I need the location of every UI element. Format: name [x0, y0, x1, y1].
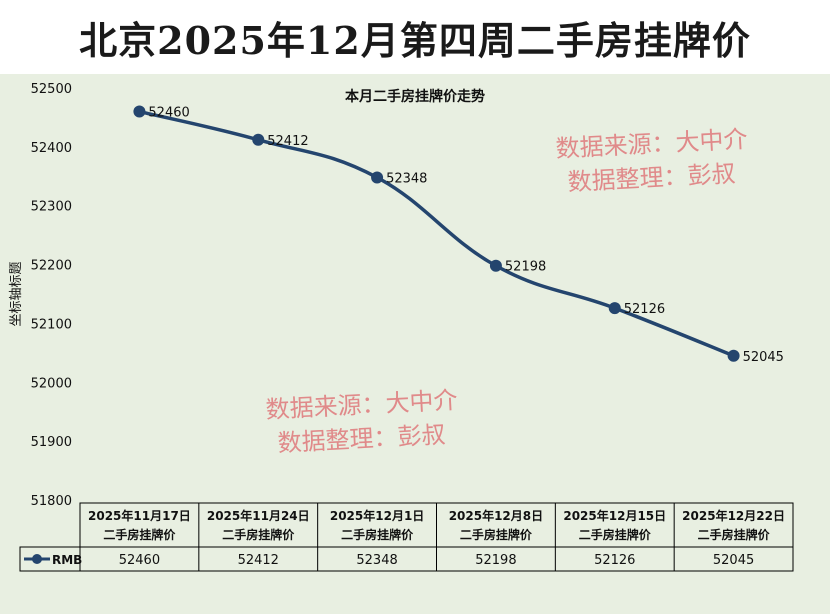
x-category-label: 二手房挂牌价 — [222, 527, 295, 542]
x-category-label: 二手房挂牌价 — [698, 527, 771, 542]
data-point — [371, 171, 384, 184]
data-point — [133, 105, 146, 118]
y-axis-title: 坐标轴标题 — [9, 261, 24, 326]
data-label: 52126 — [624, 302, 665, 317]
data-label: 52412 — [267, 134, 308, 149]
title-bar: 北京2025年12月第四周二手房挂牌价 — [0, 0, 830, 75]
data-point — [489, 259, 502, 272]
x-category-date: 2025年12月8日 — [449, 508, 543, 523]
x-category-label: 二手房挂牌价 — [103, 527, 176, 542]
table-row-border — [19, 546, 794, 572]
table-value-cell: 52348 — [356, 553, 397, 568]
y-tick-label: 52000 — [31, 376, 72, 391]
chart-title: 本月二手房挂牌价走势 — [345, 88, 485, 105]
y-tick-label: 52500 — [31, 82, 72, 97]
data-point — [608, 302, 621, 315]
data-point — [252, 133, 265, 146]
y-tick-label: 52400 — [31, 141, 72, 156]
table-value-cell: 52412 — [238, 553, 279, 568]
table-value-cell: 52045 — [713, 553, 754, 568]
y-tick-label: 51900 — [31, 435, 72, 450]
watermark-source: 数据来源：大中介 — [555, 125, 748, 163]
data-label: 52198 — [505, 260, 546, 275]
x-category-date: 2025年12月22日 — [682, 508, 785, 523]
y-tick-label: 52100 — [31, 317, 72, 332]
y-tick-label: 52300 — [31, 200, 72, 215]
x-category-label: 二手房挂牌价 — [579, 527, 652, 542]
data-label: 52460 — [148, 106, 189, 121]
x-category-label: 二手房挂牌价 — [341, 527, 414, 542]
x-category-date: 2025年11月24日 — [207, 508, 310, 523]
watermark-author: 数据整理：彭叔 — [277, 421, 446, 458]
table-value-cell: 52460 — [119, 553, 160, 568]
y-tick-label: 52200 — [31, 259, 72, 274]
data-label: 52045 — [743, 350, 784, 365]
watermark-source: 数据来源：大中介 — [265, 386, 458, 424]
chart-background — [0, 74, 830, 614]
y-tick-label: 51800 — [31, 494, 72, 509]
table-value-cell: 52198 — [475, 553, 516, 568]
series-line-rmb — [139, 109, 735, 358]
page-title: 北京2025年12月第四周二手房挂牌价 — [79, 18, 751, 63]
legend-marker-key — [32, 554, 42, 564]
x-category-label: 二手房挂牌价 — [460, 527, 533, 542]
x-category-date: 2025年12月15日 — [563, 508, 666, 523]
watermark-author: 数据整理：彭叔 — [567, 160, 736, 197]
x-category-date: 2025年12月1日 — [330, 508, 424, 523]
table-value-cell: 52126 — [594, 553, 635, 568]
data-label: 52348 — [386, 171, 427, 186]
data-point — [727, 349, 740, 362]
legend-series-name: RMB — [52, 553, 82, 567]
x-category-date: 2025年11月17日 — [88, 508, 191, 523]
